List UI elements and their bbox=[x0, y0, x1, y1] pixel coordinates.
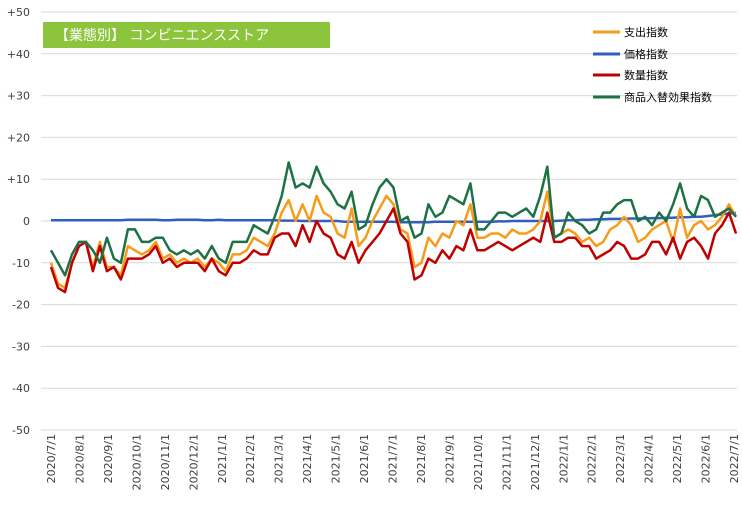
x-tick-label: 2021/12/1 bbox=[529, 434, 542, 490]
x-tick-label: 2021/3/1 bbox=[273, 434, 286, 483]
x-tick-label: 2020/12/1 bbox=[187, 434, 200, 490]
y-tick-label: -30 bbox=[12, 340, 30, 353]
x-tick-label: 2020/10/1 bbox=[130, 434, 143, 490]
x-tick-label: 2021/2/1 bbox=[244, 434, 257, 483]
x-tick-label: 2021/7/1 bbox=[387, 434, 400, 483]
x-tick-label: 2022/1/1 bbox=[557, 434, 570, 483]
y-tick-label: +20 bbox=[7, 131, 30, 144]
y-tick-label: 0 bbox=[23, 215, 30, 228]
chart-title-box: 【業態別】 コンビニエンスストア bbox=[43, 22, 330, 48]
x-tick-label: 2020/9/1 bbox=[102, 434, 115, 483]
series-line-0 bbox=[49, 190, 738, 290]
y-tick-label: -20 bbox=[12, 299, 30, 312]
x-tick-label: 2020/7/1 bbox=[45, 434, 58, 483]
series-line-3 bbox=[49, 161, 737, 277]
x-tick-label: 2021/8/1 bbox=[415, 434, 428, 483]
x-tick-label: 2021/5/1 bbox=[330, 434, 343, 483]
series-line-2 bbox=[49, 207, 738, 294]
y-tick-label: -40 bbox=[12, 382, 30, 395]
x-tick-label: 2022/7/1 bbox=[728, 434, 741, 483]
x-tick-label: 2022/6/1 bbox=[700, 434, 713, 483]
title-background bbox=[43, 22, 330, 48]
y-axis-ticks: +50 +40 +30 +20 +10 0 -10 -20 -30 -40 -50 bbox=[7, 6, 30, 437]
x-tick-label: 2022/4/1 bbox=[643, 434, 656, 483]
x-tick-label: 2022/5/1 bbox=[671, 434, 684, 483]
x-tick-label: 2021/11/1 bbox=[500, 434, 513, 490]
y-tick-label: +50 bbox=[7, 6, 30, 19]
x-tick-label: 2022/2/1 bbox=[586, 434, 599, 483]
series-lines bbox=[49, 161, 738, 294]
x-tick-label: 2021/4/1 bbox=[301, 434, 314, 483]
x-tick-label: 2020/8/1 bbox=[73, 434, 86, 483]
legend-label: 支出指数 bbox=[624, 25, 668, 39]
y-tick-label: -10 bbox=[12, 257, 30, 270]
y-tick-label: -50 bbox=[12, 424, 30, 437]
x-tick-label: 2021/9/1 bbox=[443, 434, 456, 483]
x-tick-label: 2022/3/1 bbox=[614, 434, 627, 483]
x-tick-label: 2021/10/1 bbox=[472, 434, 485, 490]
x-axis-ticks: 2020/7/1 2020/8/1 2020/9/1 2020/10/1 2020/11… bbox=[45, 434, 741, 490]
y-tick-label: +10 bbox=[7, 173, 30, 186]
legend-label: 価格指数 bbox=[624, 47, 668, 61]
legend-label: 商品入替効果指数 bbox=[624, 90, 712, 104]
x-tick-label: 2020/11/1 bbox=[159, 434, 172, 490]
x-tick-label: 2021/1/1 bbox=[216, 434, 229, 483]
y-tick-label: +40 bbox=[7, 48, 30, 61]
legend-label: 数量指数 bbox=[624, 68, 668, 82]
x-tick-label: 2021/6/1 bbox=[358, 434, 371, 483]
y-tick-label: +30 bbox=[7, 90, 30, 103]
chart-title: 【業態別】 コンビニエンスストア bbox=[55, 28, 269, 44]
